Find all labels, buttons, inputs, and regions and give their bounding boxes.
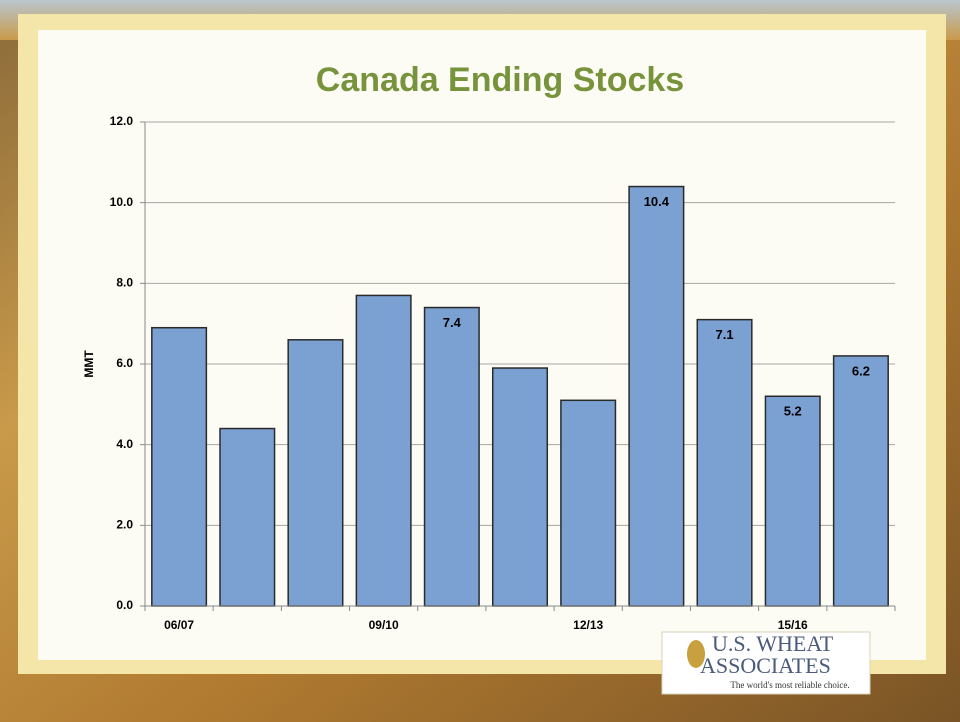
x-tick-label: 09/10 [369, 618, 399, 632]
logo-tagline: The world's most reliable choice. [730, 680, 849, 690]
bar [355, 294, 412, 607]
bar [219, 427, 276, 607]
bar [560, 399, 617, 607]
y-tick-label: 0.0 [116, 598, 133, 612]
bar [696, 318, 753, 607]
data-label: 10.4 [644, 194, 670, 209]
x-tick-label: 06/07 [164, 618, 194, 632]
bar [287, 339, 344, 607]
y-tick-label: 8.0 [116, 276, 133, 290]
logo: U.S. WHEAT ASSOCIATES The world's most r… [661, 631, 871, 695]
y-tick-label: 6.0 [116, 356, 133, 370]
bar [628, 185, 685, 607]
y-tick-label: 12.0 [110, 114, 134, 128]
data-label: 7.4 [443, 315, 462, 330]
plot: 0.0 2.0 4.0 6.0 8.0 10.0 12.0 06/07 09/10 7.4 12/1… [110, 114, 896, 632]
bar [423, 306, 480, 607]
x-tick-label: 12/13 [573, 618, 603, 632]
y-tick-label: 10.0 [110, 195, 134, 209]
y-tick-label: 4.0 [116, 437, 133, 451]
bar [151, 326, 208, 607]
bar [764, 395, 821, 607]
y-tick-label: 2.0 [116, 518, 133, 532]
bar [491, 367, 549, 607]
logo-icon [687, 640, 705, 668]
y-axis-label: MMT [82, 350, 96, 378]
logo-name: U.S. WHEAT [712, 631, 834, 656]
data-label: 7.1 [716, 327, 734, 342]
chart-title: Canada Ending Stocks [316, 61, 684, 99]
data-label: 5.2 [784, 404, 802, 419]
data-label: 6.2 [852, 363, 870, 378]
logo-name: ASSOCIATES [700, 653, 831, 678]
bar [832, 355, 889, 607]
x-tick-label: 15/16 [778, 618, 808, 632]
